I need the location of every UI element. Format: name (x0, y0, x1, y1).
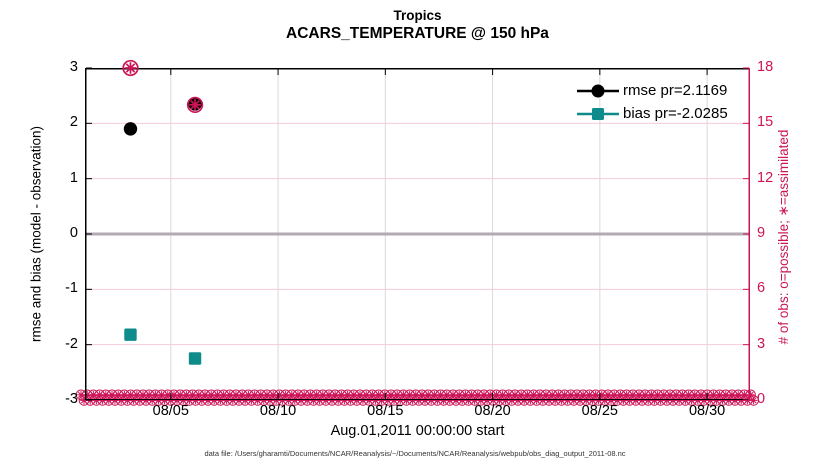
x-axis-label: Aug.01,2011 00:00:00 start (330, 423, 505, 439)
plot-area (75, 59, 759, 406)
legend-item: rmse pr=2.1169 (576, 79, 728, 102)
obs-circle-marker (186, 96, 204, 114)
chart-line (750, 397, 757, 404)
chart-subtitle: ACARS_TEMPERATURE @ 150 hPa (286, 25, 549, 42)
bias-point (188, 352, 202, 365)
chart-line (125, 63, 136, 73)
rmse-legend-marker (577, 84, 619, 97)
data-file-footer: data file: /Users/gharamti/Documents/NCA… (204, 449, 626, 458)
right-axis-tick: 12 (757, 169, 774, 186)
x-axis-tick: 08/15 (367, 403, 404, 419)
chart-canvas (75, 59, 759, 406)
left-axis-tick: -3 (65, 391, 78, 407)
x-axis-tick: 08/05 (152, 403, 189, 419)
left-axis-tick: -1 (65, 280, 78, 297)
right-axis-tick: 15 (757, 114, 774, 131)
x-axis-tick: 08/20 (474, 403, 511, 419)
left-axis-tick: 3 (69, 59, 78, 75)
bias-legend-marker (577, 107, 619, 120)
left-axis-tick: -2 (65, 335, 78, 352)
x-axis-tick: 08/10 (259, 403, 297, 419)
right-axis-tick: 18 (757, 59, 774, 75)
legend-label: rmse pr=2.1169 (623, 82, 728, 99)
left-axis-tick: 2 (69, 114, 78, 131)
chart-line (190, 100, 200, 110)
right-axis-tick: 0 (757, 391, 766, 407)
legend-label: bias pr=-2.0285 (623, 105, 728, 122)
right-axis-tick: 9 (757, 225, 766, 241)
chart-title: Tropics (393, 8, 442, 23)
obs-circle-marker (122, 59, 139, 77)
left-axis-tick: 1 (69, 169, 78, 186)
x-axis-tick: 08/30 (688, 403, 726, 419)
left-axis-tick: 0 (69, 225, 78, 241)
legend: rmse pr=2.1169 bias pr=-2.0285 (576, 79, 728, 125)
rmse-point (123, 122, 138, 136)
legend-item: bias pr=-2.0285 (576, 102, 728, 125)
right-axis-tick: 6 (757, 280, 766, 297)
x-axis-tick: 08/25 (581, 403, 618, 419)
right-axis-tick: 3 (757, 335, 766, 352)
obs-circle-marker (745, 389, 756, 401)
bias-point (124, 328, 137, 341)
